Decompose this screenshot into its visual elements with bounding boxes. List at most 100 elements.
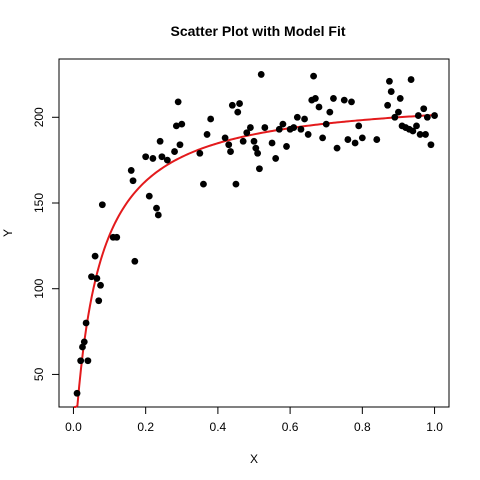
data-point xyxy=(384,101,392,109)
data-point xyxy=(113,233,121,241)
data-point xyxy=(275,125,283,133)
y-tick-label: 150 xyxy=(32,193,46,213)
plot-frame xyxy=(58,58,450,408)
data-point xyxy=(234,108,242,116)
y-tick-label: 200 xyxy=(32,107,46,127)
data-point xyxy=(340,96,348,104)
data-point xyxy=(131,257,139,265)
data-point xyxy=(142,153,150,161)
y-tick-label: 100 xyxy=(32,278,46,298)
data-point xyxy=(145,192,153,200)
data-point xyxy=(82,319,90,327)
data-point xyxy=(333,144,341,152)
data-point xyxy=(423,113,431,121)
data-point xyxy=(153,204,160,212)
data-point xyxy=(358,134,366,142)
data-point xyxy=(272,155,280,162)
scatter-points xyxy=(73,71,438,397)
data-point xyxy=(395,108,402,116)
data-point xyxy=(301,115,308,123)
data-point xyxy=(91,252,99,260)
data-point xyxy=(256,165,263,173)
x-tick-label: 0.4 xyxy=(210,420,227,434)
data-point xyxy=(149,155,157,162)
y-axis: 50 100 150 200 xyxy=(32,107,60,381)
fit-curve xyxy=(73,114,435,408)
data-point xyxy=(178,120,186,128)
data-point xyxy=(98,201,106,209)
chart-title: Scatter Plot with Model Fit xyxy=(170,23,345,39)
data-point xyxy=(252,144,260,152)
data-point xyxy=(158,153,166,161)
data-point xyxy=(414,112,422,119)
x-tick-label: 0.2 xyxy=(137,420,154,434)
data-point xyxy=(84,357,92,365)
data-point xyxy=(344,136,352,143)
data-point xyxy=(431,112,438,119)
data-point xyxy=(391,113,399,121)
data-point xyxy=(315,103,323,111)
data-point xyxy=(156,137,164,145)
data-point xyxy=(387,88,395,95)
data-point xyxy=(348,98,355,106)
data-point xyxy=(420,105,428,113)
data-point xyxy=(261,124,269,131)
data-point xyxy=(319,134,327,142)
data-point xyxy=(207,115,215,123)
x-axis: 0.0 0.2 0.4 0.6 0.8 1.0 xyxy=(65,406,443,434)
data-point xyxy=(407,76,415,83)
data-point xyxy=(413,122,420,130)
data-point xyxy=(171,148,178,155)
data-point xyxy=(221,134,229,142)
data-point xyxy=(88,273,95,281)
data-point xyxy=(268,139,276,147)
data-point xyxy=(396,95,404,102)
data-point xyxy=(290,124,298,131)
data-point xyxy=(427,141,435,149)
data-point xyxy=(93,275,101,282)
data-point xyxy=(172,122,180,130)
y-tick-label: 50 xyxy=(32,367,46,381)
data-point xyxy=(311,95,319,102)
data-point xyxy=(97,281,104,289)
data-point xyxy=(254,149,262,157)
x-tick-label: 0.6 xyxy=(282,420,299,434)
data-point xyxy=(330,95,337,102)
data-point xyxy=(174,98,182,106)
data-point xyxy=(154,211,162,219)
data-point xyxy=(225,141,233,149)
x-axis-label: X xyxy=(250,452,258,466)
fit-curve-layer xyxy=(73,114,435,408)
data-point xyxy=(80,338,88,346)
data-point xyxy=(227,148,234,155)
data-point xyxy=(297,125,305,133)
x-tick-label: 1.0 xyxy=(426,420,443,434)
data-point xyxy=(73,389,81,397)
data-point xyxy=(279,120,287,128)
data-point xyxy=(409,127,417,135)
data-point xyxy=(304,131,312,138)
data-point xyxy=(232,180,240,188)
data-point xyxy=(322,120,330,128)
data-point xyxy=(386,77,393,85)
data-point xyxy=(250,137,258,145)
data-point xyxy=(355,122,363,130)
data-point xyxy=(246,124,254,131)
data-point xyxy=(95,297,103,305)
data-point xyxy=(239,137,247,145)
data-point xyxy=(79,343,86,351)
data-point xyxy=(351,139,359,147)
x-tick-label: 0.0 xyxy=(65,420,82,434)
data-point xyxy=(77,357,85,365)
data-point xyxy=(163,156,171,164)
data-point xyxy=(310,72,317,80)
data-point xyxy=(228,101,236,109)
data-point xyxy=(373,136,381,143)
data-point xyxy=(293,113,301,121)
data-point xyxy=(243,129,251,137)
data-point xyxy=(416,131,424,138)
data-point xyxy=(326,108,334,116)
data-point xyxy=(200,180,207,188)
data-point xyxy=(236,100,243,107)
data-point xyxy=(283,143,290,150)
